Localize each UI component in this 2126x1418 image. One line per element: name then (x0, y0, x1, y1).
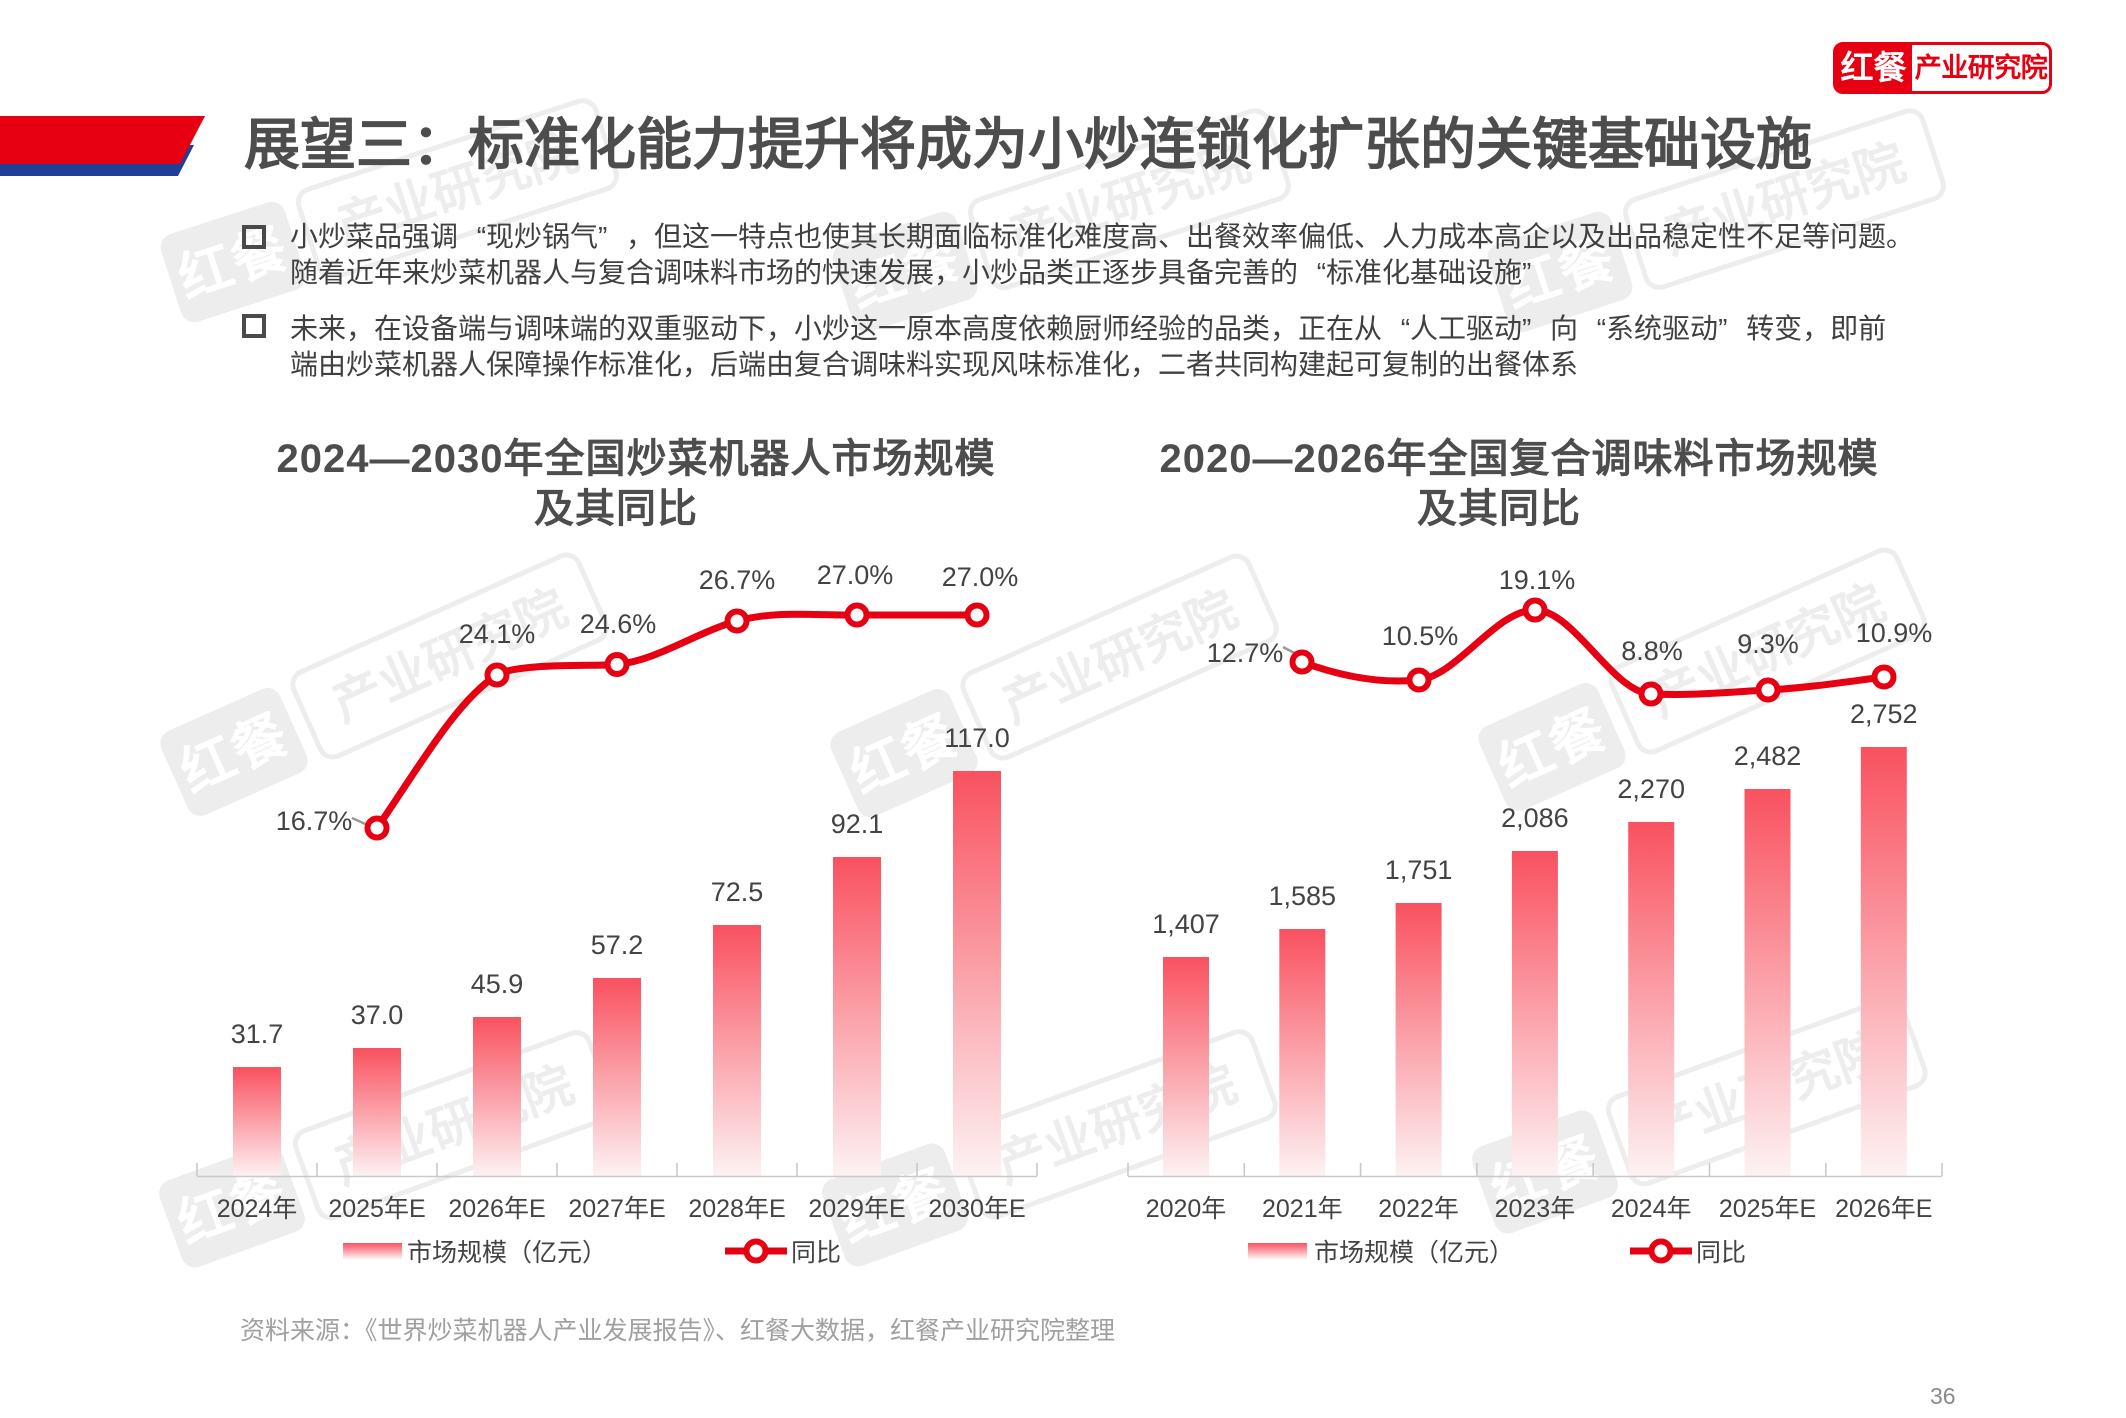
svg-text:27.0%: 27.0% (817, 560, 894, 590)
svg-text:10.9%: 10.9% (1856, 618, 1933, 648)
svg-text:2026年E: 2026年E (1835, 1195, 1932, 1223)
svg-text:117.0: 117.0 (944, 723, 1010, 753)
svg-text:8.8%: 8.8% (1621, 636, 1683, 666)
svg-text:2023年: 2023年 (1495, 1195, 1576, 1223)
svg-text:市场规模（亿元）: 市场规模（亿元） (407, 1239, 607, 1267)
svg-text:2020年: 2020年 (1146, 1195, 1227, 1223)
svg-text:1,751: 1,751 (1385, 855, 1453, 885)
svg-text:市场规模（亿元）: 市场规模（亿元） (1314, 1239, 1514, 1267)
svg-text:2028年E: 2028年E (688, 1195, 785, 1223)
svg-text:24.6%: 24.6% (580, 609, 657, 639)
svg-text:2030年E: 2030年E (928, 1195, 1025, 1223)
svg-text:72.5: 72.5 (711, 877, 764, 907)
svg-text:45.9: 45.9 (471, 969, 524, 999)
svg-text:26.7%: 26.7% (699, 565, 776, 595)
svg-text:2,086: 2,086 (1501, 803, 1569, 833)
svg-text:2022年: 2022年 (1378, 1195, 1459, 1223)
svg-text:24.1%: 24.1% (459, 619, 536, 649)
svg-text:2026年E: 2026年E (448, 1195, 545, 1223)
svg-text:31.7: 31.7 (231, 1019, 284, 1049)
svg-text:2027年E: 2027年E (568, 1195, 665, 1223)
svg-text:9.3%: 9.3% (1737, 629, 1799, 659)
svg-text:57.2: 57.2 (591, 930, 644, 960)
svg-text:2021年: 2021年 (1262, 1195, 1343, 1223)
svg-text:2,752: 2,752 (1850, 699, 1918, 729)
svg-text:1,585: 1,585 (1269, 881, 1337, 911)
svg-text:12.7%: 12.7% (1207, 638, 1284, 668)
svg-text:27.0%: 27.0% (942, 562, 1019, 592)
svg-text:37.0: 37.0 (351, 1000, 404, 1030)
svg-text:2024年: 2024年 (217, 1195, 298, 1223)
svg-text:10.5%: 10.5% (1382, 621, 1459, 651)
svg-text:1,407: 1,407 (1152, 909, 1220, 939)
svg-text:2025年E: 2025年E (328, 1195, 425, 1223)
svg-text:同比: 同比 (791, 1239, 841, 1267)
svg-text:2,270: 2,270 (1617, 774, 1685, 804)
svg-text:同比: 同比 (1696, 1239, 1746, 1267)
svg-text:2029年E: 2029年E (808, 1195, 905, 1223)
svg-text:2024年: 2024年 (1611, 1195, 1692, 1223)
svg-text:2,482: 2,482 (1734, 741, 1802, 771)
svg-text:19.1%: 19.1% (1499, 565, 1576, 595)
svg-text:16.7%: 16.7% (276, 806, 353, 836)
svg-text:2025年E: 2025年E (1719, 1195, 1816, 1223)
svg-text:92.1: 92.1 (831, 809, 884, 839)
